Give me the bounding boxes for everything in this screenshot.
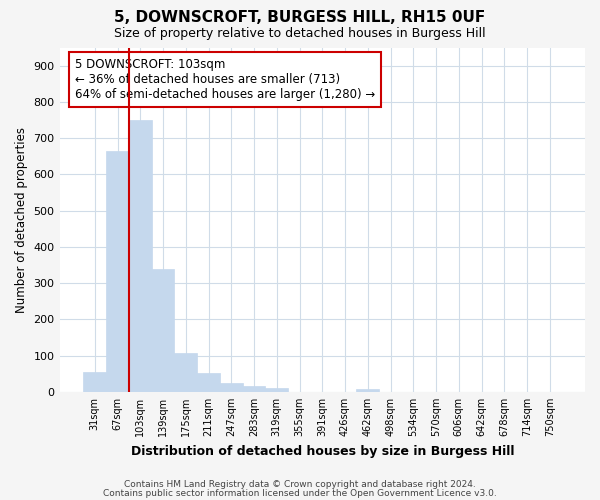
Bar	[106, 151, 129, 392]
Bar	[242, 386, 265, 392]
Bar	[265, 388, 288, 392]
Text: Size of property relative to detached houses in Burgess Hill: Size of property relative to detached ho…	[114, 28, 486, 40]
Bar	[83, 372, 106, 392]
Bar	[152, 270, 175, 392]
Text: 5, DOWNSCROFT, BURGESS HILL, RH15 0UF: 5, DOWNSCROFT, BURGESS HILL, RH15 0UF	[115, 10, 485, 25]
Bar	[197, 373, 220, 392]
Bar	[129, 120, 152, 392]
Y-axis label: Number of detached properties: Number of detached properties	[15, 126, 28, 312]
Bar	[220, 382, 242, 392]
Text: 5 DOWNSCROFT: 103sqm
← 36% of detached houses are smaller (713)
64% of semi-deta: 5 DOWNSCROFT: 103sqm ← 36% of detached h…	[76, 58, 376, 101]
Text: Contains HM Land Registry data © Crown copyright and database right 2024.: Contains HM Land Registry data © Crown c…	[124, 480, 476, 489]
Bar	[356, 389, 379, 392]
Bar	[175, 353, 197, 392]
Text: Contains public sector information licensed under the Open Government Licence v3: Contains public sector information licen…	[103, 489, 497, 498]
X-axis label: Distribution of detached houses by size in Burgess Hill: Distribution of detached houses by size …	[131, 444, 514, 458]
